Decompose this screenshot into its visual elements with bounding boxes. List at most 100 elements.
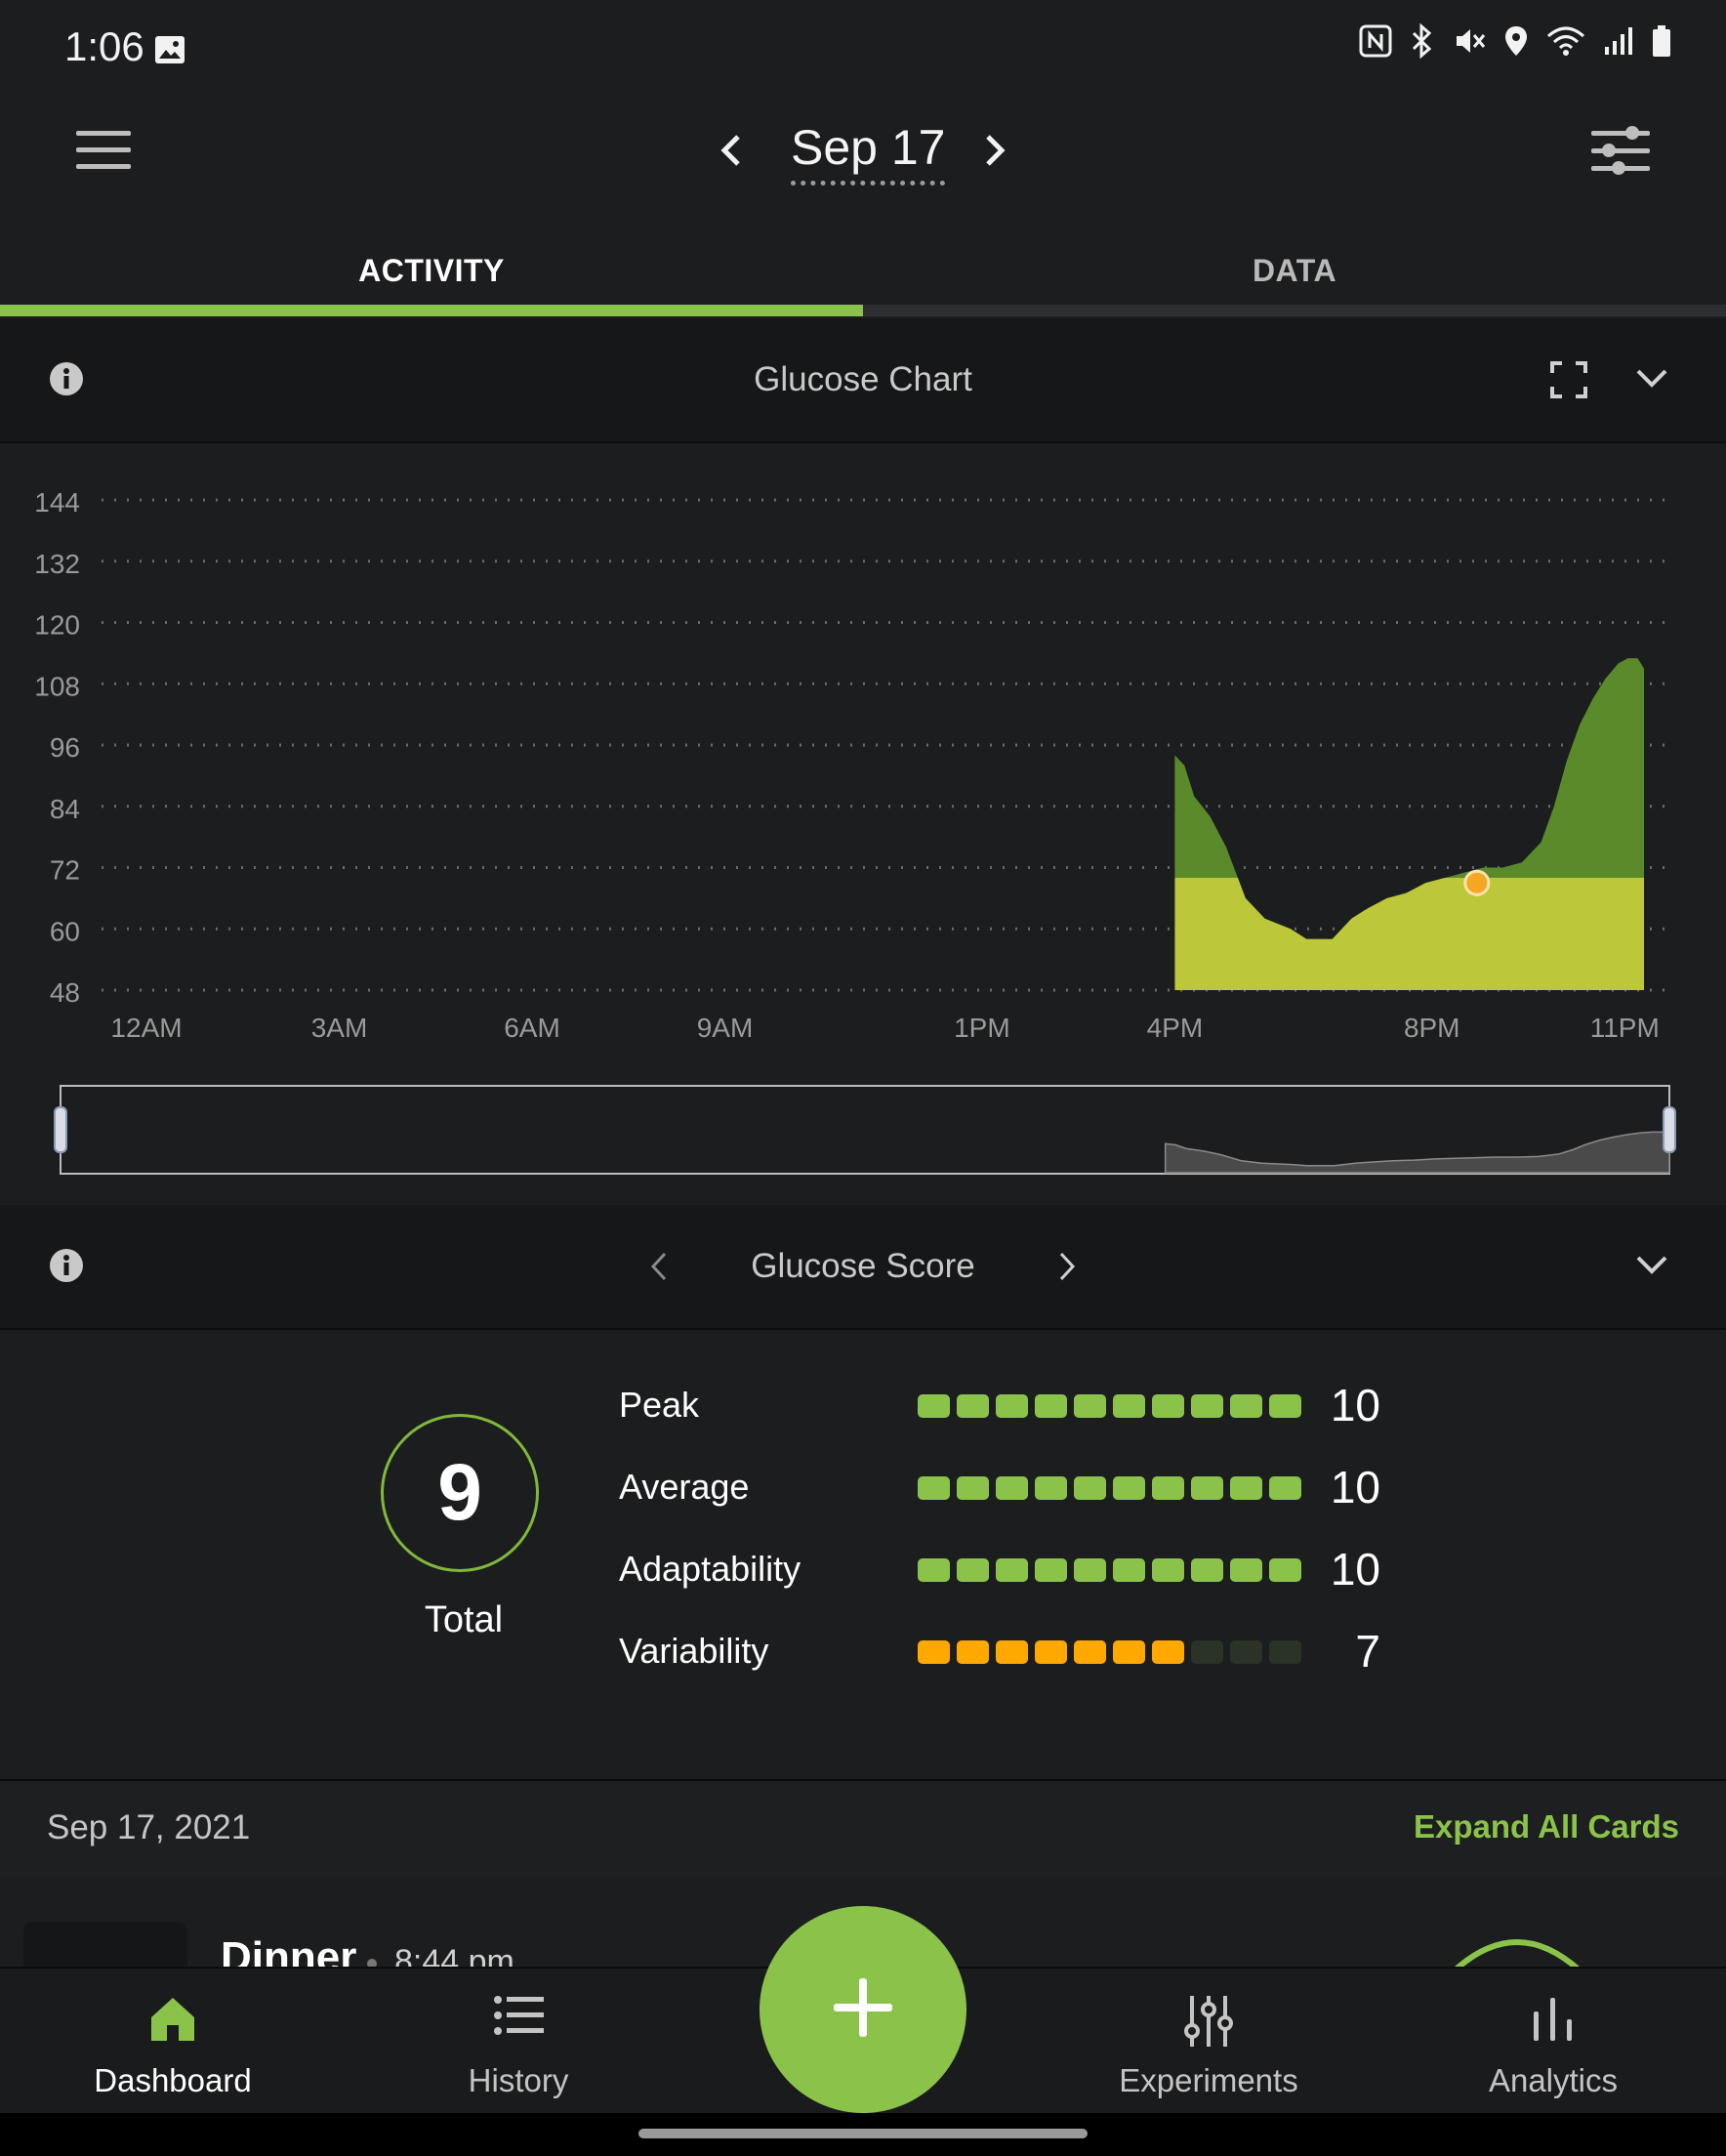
fullscreen-icon[interactable] [1550,361,1587,403]
mute-icon [1453,24,1486,58]
nav-dashboard[interactable]: Dashboard [26,1967,319,2113]
total-score: 9 [381,1414,539,1572]
metric-bar-segment [918,1640,950,1664]
tab-data[interactable]: DATA [1252,252,1337,288]
chevron-down-icon[interactable] [1634,1254,1669,1282]
tab-indicator [0,305,863,316]
glucose-chart[interactable]: 144 132 120 108 96 84 72 60 48 12AM 3AM 6AM 9AM 1PM 4P… [0,443,1726,1205]
metric-bar-segment [996,1640,1028,1664]
glucose-score-body [0,1330,1726,1779]
metric-bar [918,1476,1301,1500]
score-metric-row: Variability 7 [619,1625,1400,1683]
range-handle-left[interactable] [54,1106,67,1153]
status-bar [0,0,1726,98]
x-tick-label: 11PM [1590,1013,1660,1043]
metric-value: 7 [1355,1626,1380,1677]
metric-bar [918,1394,1301,1418]
x-tick-label: 3AM [311,1013,368,1043]
nav-analytics-label: Analytics [1488,2062,1619,2098]
metric-bar-segment [1035,1640,1067,1664]
metric-bar-segment [1113,1640,1145,1664]
y-tick-label: 108 [34,671,80,701]
metric-bar-segment [1191,1394,1223,1418]
metric-bar-segment [1191,1640,1223,1664]
nav-history-label: History [468,2062,569,2098]
score-metric-row: Peak 10 [619,1379,1400,1437]
metric-bar-segment [918,1558,950,1582]
metric-bar-segment [957,1476,989,1500]
metric-bar [918,1640,1301,1664]
metric-bar-segment [996,1394,1028,1418]
metric-bar-segment [1152,1558,1184,1582]
bar-chart-icon [1530,1994,1577,2048]
home-icon [147,1994,198,2050]
status-icons [1359,23,1671,59]
sliders-icon [1184,1994,1233,2053]
score-metric-row: Adaptability 10 [619,1543,1400,1601]
score-metric-row: Average 10 [619,1461,1400,1519]
metric-value: 10 [1330,1462,1380,1513]
x-tick-label: 4PM [1147,1013,1204,1043]
x-tick-label: 8PM [1404,1013,1460,1043]
bluetooth-icon [1410,23,1435,59]
y-tick-label: 120 [34,610,80,641]
status-time: 1:06 [64,23,144,69]
info-icon[interactable] [49,361,84,401]
nav-dashboard-label: Dashboard [94,2062,252,2098]
metric-bar-segment [996,1558,1028,1582]
metric-bar-segment [1074,1476,1106,1500]
signal-icon [1603,25,1634,57]
score-prev-icon[interactable] [648,1250,670,1288]
metric-bar-segment [957,1394,989,1418]
metric-bar-segment [1230,1476,1262,1500]
y-tick-label: 60 [50,916,80,946]
glucose-chart-title: Glucose Chart [754,360,972,398]
chevron-down-icon[interactable] [1634,367,1669,395]
score-next-icon[interactable] [1056,1250,1078,1288]
image-icon [154,35,185,69]
y-tick-label: 48 [50,977,80,1008]
nfc-icon [1359,24,1392,58]
current-glucose-marker[interactable] [1463,869,1491,896]
metric-bar-segment [1074,1558,1106,1582]
x-tick-label: 1PM [954,1013,1010,1043]
metric-label: Variability [619,1631,769,1671]
nav-experiments[interactable]: Experiments [1062,1967,1355,2113]
date-picker[interactable]: Sep 17 [791,121,946,186]
metric-bar-segment [1191,1476,1223,1500]
y-tick-label: 72 [50,855,80,886]
filter-settings-icon[interactable] [1589,123,1652,185]
range-handle-right[interactable] [1663,1106,1676,1153]
plus-icon [832,1976,894,2044]
wifi-icon [1546,24,1585,58]
expand-all-cards-button[interactable]: Expand All Cards [1413,1808,1679,1845]
metric-bar-segment [1035,1476,1067,1500]
metric-bar-segment [918,1476,950,1500]
metric-label: Adaptability [619,1549,801,1589]
metric-bar-segment [1230,1394,1262,1418]
info-icon[interactable] [49,1248,84,1288]
metric-bar-segment [1074,1394,1106,1418]
next-day-button[interactable] [980,131,1009,175]
tab-bar: ACTIVITY DATA [0,225,1726,316]
previous-day-button[interactable] [717,131,746,175]
metric-bar-segment [1269,1558,1301,1582]
x-tick-label: 9AM [697,1013,754,1043]
x-tick-label: 6AM [504,1013,560,1043]
nav-analytics[interactable]: Analytics [1407,1967,1700,2113]
glucose-chart-header: Glucose Chart [0,318,1726,443]
metric-bar-segment [1035,1394,1067,1418]
y-tick-label: 144 [34,487,80,518]
metric-bar-segment [1113,1476,1145,1500]
x-tick-label: 12AM [110,1013,182,1043]
nav-history[interactable]: History [372,1967,665,2113]
y-tick-label: 84 [50,794,80,824]
add-entry-button[interactable] [760,1906,966,2113]
tab-activity[interactable]: ACTIVITY [358,252,505,288]
metric-bar-segment [1035,1558,1067,1582]
metric-bar-segment [1113,1558,1145,1582]
menu-icon[interactable] [76,129,133,172]
metric-bar-segment [996,1476,1028,1500]
y-tick-label: 132 [34,549,80,579]
home-gesture-handle[interactable] [638,2129,1088,2138]
